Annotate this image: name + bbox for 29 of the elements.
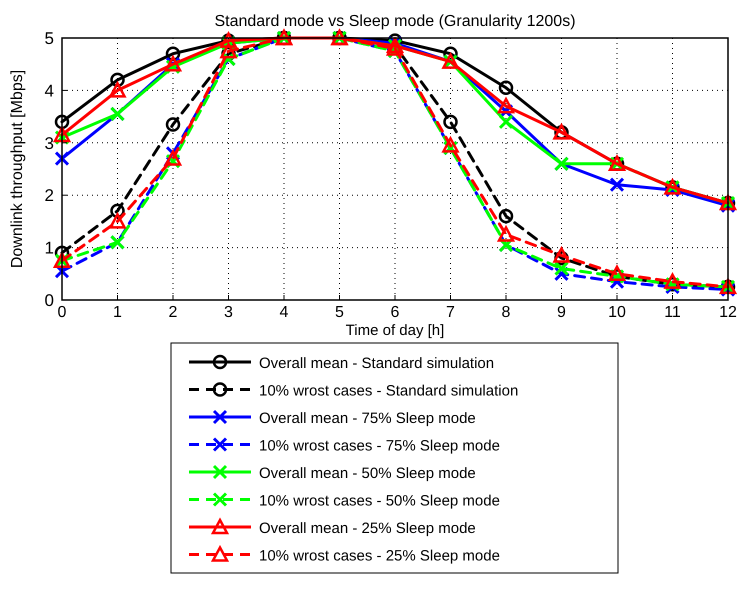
chart-title: Standard mode vs Sleep mode (Granularity 1200s) — [214, 13, 576, 30]
x-tick-label: 5 — [335, 304, 344, 321]
x-tick-label: 9 — [557, 304, 566, 321]
y-tick-label: 4 — [44, 81, 54, 100]
legend-label: 10% wrost cases - 25% Sleep mode — [259, 548, 500, 564]
x-tick-label: 0 — [58, 304, 67, 321]
legend-label: 10% wrost cases - 50% Sleep mode — [259, 492, 500, 510]
x-tick-label: 6 — [390, 304, 400, 321]
y-tick-label: 2 — [44, 186, 54, 206]
x-tick-label: 10 — [608, 304, 626, 321]
legend-label: 10% wrost cases - Standard simulation — [259, 382, 518, 400]
x-tick-label: 7 — [446, 304, 456, 321]
x-tick-label: 8 — [502, 304, 511, 321]
legend-label: Overall mean - 25% Sleep mode — [259, 520, 476, 537]
x-tick-label: 1 — [113, 304, 122, 321]
x-axis-title: Time of day [h] — [346, 322, 444, 339]
y-axis-title: Downlink throughput [Mbps] — [9, 70, 26, 268]
x-tick-label: 4 — [280, 304, 289, 321]
legend-label: Overall mean - 75% Sleep mode — [259, 410, 476, 427]
y-tick-label: 3 — [44, 134, 54, 153]
y-tick-label: 5 — [44, 29, 54, 48]
legend-label: Overall mean - 50% Sleep mode — [259, 465, 476, 482]
y-tick-label: 1 — [44, 238, 54, 258]
legend-label: Overall mean - Standard simulation — [259, 355, 494, 372]
x-tick-label: 3 — [224, 304, 234, 321]
legend-label: 10% wrost cases - 75% Sleep mode — [259, 438, 500, 454]
x-tick-label: 12 — [719, 304, 737, 321]
x-tick-label: 11 — [664, 304, 681, 321]
x-tick-label: 2 — [168, 304, 178, 321]
